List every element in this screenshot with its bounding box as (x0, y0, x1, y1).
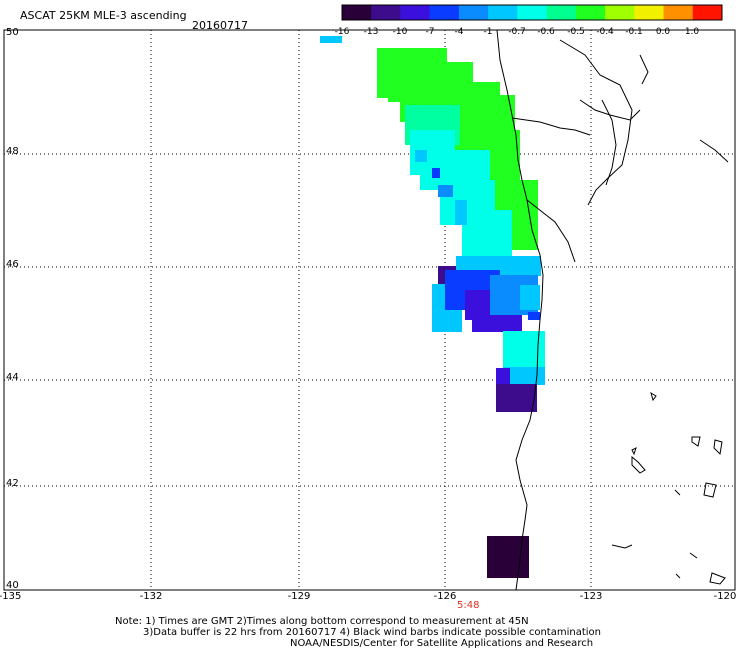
colorbar-swatch (458, 5, 489, 20)
colorbar-swatch (605, 5, 635, 20)
colorbar-label: -1 (483, 27, 493, 37)
colorbar-label: -0.5 (567, 27, 585, 37)
colorbar-swatch (634, 5, 665, 20)
colorbar-label: 1.0 (684, 27, 700, 37)
data-cell (415, 150, 427, 162)
colorbar-label: -0.1 (625, 27, 643, 37)
data-swath (320, 36, 545, 578)
colorbar-swatches (342, 5, 723, 20)
colorbar-swatch (663, 5, 694, 20)
data-cell (520, 285, 540, 310)
lat-label: 44 (6, 372, 19, 383)
lon-label: -126 (433, 591, 457, 602)
data-cell (438, 185, 453, 197)
data-cell (496, 368, 510, 386)
lat-label: 50 (6, 27, 19, 38)
data-cell (320, 36, 342, 43)
lon-label: -120 (713, 591, 737, 602)
colorbar-swatch (517, 5, 548, 20)
note-line-1: Note: 1) Times are GMT 2)Times along bot… (115, 616, 529, 627)
colorbar-swatch (371, 5, 401, 20)
lon-label: -123 (579, 591, 603, 602)
data-cell (487, 536, 529, 578)
note-line-2: 3)Data buffer is 22 hrs from 20160717 4)… (143, 627, 601, 638)
colorbar-label: -0.7 (508, 27, 526, 37)
lat-label: 42 (6, 478, 19, 489)
lon-label: -135 (0, 591, 22, 602)
colorbar-label: -4 (454, 27, 464, 37)
plot-frame (3, 29, 736, 591)
lat-label: 48 (6, 146, 19, 157)
graticule (4, 30, 735, 590)
colorbar-label: -16 (334, 27, 350, 37)
colorbar-swatch (488, 5, 518, 20)
colorbar-label: -7 (425, 27, 435, 37)
map-title: ASCAT 25KM MLE-3 ascending (20, 9, 187, 22)
note-line-3: NOAA/NESDIS/Center for Satellite Applica… (290, 638, 594, 649)
colorbar-label: -0.4 (596, 27, 614, 37)
lat-label: 40 (6, 580, 19, 591)
data-cell (528, 312, 540, 320)
coastline (496, 29, 729, 591)
map-date: 20160717 (192, 19, 248, 32)
colorbar-label: -10 (392, 27, 408, 37)
colorbar-swatch (575, 5, 606, 20)
colorbar-swatch (342, 5, 372, 20)
data-cell (462, 210, 512, 260)
colorbar-label: 0.0 (655, 27, 671, 37)
colorbar-swatch (692, 5, 723, 20)
data-cell (503, 367, 545, 385)
colorbar-swatch (546, 5, 577, 20)
colorbar-frame (341, 4, 723, 21)
data-cell (496, 384, 537, 412)
time-marker: 5:48 (457, 600, 480, 611)
data-cell (455, 200, 467, 225)
lat-label: 46 (6, 259, 19, 270)
colorbar-label: -0.6 (537, 27, 555, 37)
data-cell (432, 168, 440, 178)
lon-label: -132 (139, 591, 163, 602)
colorbar-swatch (429, 5, 460, 20)
data-cell (472, 310, 522, 332)
lon-label: -129 (287, 591, 311, 602)
colorbar-swatch (400, 5, 431, 20)
colorbar-label: -13 (363, 27, 379, 37)
